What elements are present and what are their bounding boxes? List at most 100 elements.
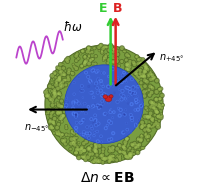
Point — [120, 60, 123, 63]
Point — [58, 77, 62, 80]
Point — [72, 81, 76, 84]
Point — [66, 60, 69, 63]
Point — [142, 91, 146, 94]
Point — [145, 114, 148, 117]
Point — [81, 103, 84, 106]
Point — [124, 108, 127, 111]
Point — [121, 89, 124, 92]
Point — [82, 133, 85, 136]
Point — [134, 146, 137, 149]
Point — [96, 140, 99, 143]
Point — [118, 88, 121, 91]
Point — [131, 86, 134, 89]
Point — [80, 121, 84, 124]
Point — [108, 156, 111, 159]
Point — [92, 161, 95, 164]
Point — [99, 105, 102, 108]
Point — [160, 107, 163, 110]
Point — [55, 132, 58, 135]
Point — [149, 105, 152, 108]
Point — [109, 158, 113, 161]
Point — [108, 160, 111, 163]
Point — [122, 113, 125, 116]
Point — [74, 99, 77, 102]
Point — [96, 159, 99, 162]
Point — [64, 104, 68, 107]
Point — [144, 67, 147, 70]
Point — [154, 103, 157, 106]
Point — [131, 116, 134, 119]
Point — [63, 106, 67, 109]
Point — [51, 98, 54, 101]
Point — [45, 94, 48, 97]
Point — [85, 125, 89, 129]
Point — [67, 78, 70, 81]
Point — [113, 60, 116, 64]
Point — [124, 155, 128, 158]
Point — [127, 149, 130, 152]
Point — [125, 81, 128, 84]
Point — [60, 70, 63, 73]
Point — [103, 45, 106, 48]
Point — [53, 71, 57, 74]
Point — [62, 67, 65, 70]
Point — [147, 75, 150, 78]
Point — [65, 97, 68, 100]
Point — [112, 47, 115, 50]
Point — [60, 105, 63, 108]
Point — [101, 161, 104, 164]
Point — [146, 68, 149, 71]
Point — [116, 147, 119, 150]
Point — [109, 44, 112, 47]
Point — [88, 59, 92, 62]
Point — [61, 63, 65, 66]
Point — [55, 81, 58, 84]
Point — [52, 111, 55, 114]
Point — [124, 99, 128, 102]
Point — [113, 81, 116, 84]
Point — [115, 77, 118, 81]
Point — [152, 76, 155, 79]
Point — [56, 87, 59, 90]
Point — [136, 145, 140, 148]
Point — [109, 108, 113, 112]
Point — [83, 156, 86, 159]
Point — [151, 119, 154, 122]
Point — [127, 95, 130, 98]
Point — [79, 151, 82, 154]
Point — [61, 139, 64, 142]
Point — [160, 112, 163, 115]
Point — [45, 91, 48, 94]
Point — [112, 111, 115, 114]
Point — [93, 47, 96, 50]
Point — [93, 143, 97, 146]
Point — [62, 115, 65, 118]
Point — [136, 85, 140, 88]
Point — [130, 152, 133, 155]
Point — [123, 78, 126, 81]
Point — [52, 127, 55, 130]
Point — [112, 146, 115, 149]
Point — [100, 71, 103, 74]
Point — [87, 46, 90, 50]
Point — [71, 72, 74, 75]
Point — [54, 76, 57, 79]
Point — [55, 108, 58, 111]
Point — [112, 48, 115, 51]
Point — [146, 109, 149, 112]
Point — [156, 115, 159, 118]
Point — [101, 154, 104, 157]
Point — [139, 69, 142, 72]
Point — [129, 154, 132, 157]
Point — [125, 58, 128, 61]
Point — [156, 111, 159, 114]
Point — [83, 55, 87, 58]
Point — [102, 57, 105, 60]
Point — [72, 93, 76, 96]
Point — [58, 77, 62, 80]
Point — [49, 115, 53, 118]
Point — [110, 46, 113, 49]
Point — [104, 112, 107, 115]
Point — [126, 64, 130, 67]
Point — [46, 95, 49, 98]
